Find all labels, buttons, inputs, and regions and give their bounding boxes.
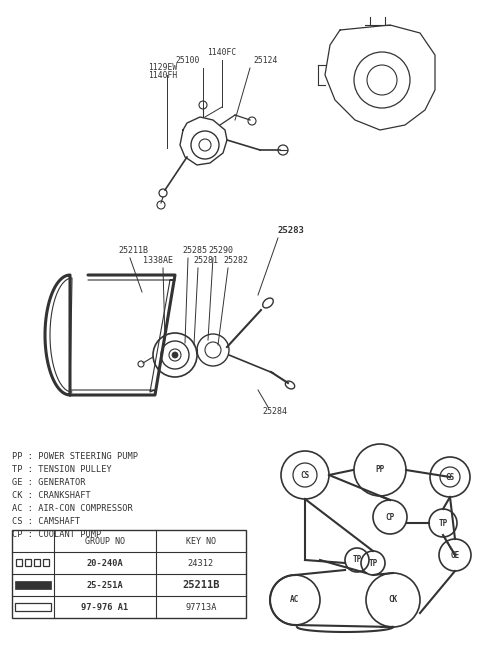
Text: 24312: 24312 — [188, 559, 214, 567]
Text: CS : CAMSHAFT: CS : CAMSHAFT — [12, 517, 80, 526]
Text: 25-251A: 25-251A — [86, 580, 123, 590]
Text: 25284: 25284 — [262, 407, 287, 416]
Text: 1129EW: 1129EW — [148, 63, 177, 72]
Text: 25211B: 25211B — [118, 246, 148, 255]
Text: 97713A: 97713A — [185, 603, 217, 612]
Bar — [15, 603, 51, 611]
Text: TP: TP — [352, 555, 361, 565]
Text: PP : POWER STEERING PUMP: PP : POWER STEERING PUMP — [12, 452, 138, 461]
Text: CK : CRANKSHAFT: CK : CRANKSHAFT — [12, 491, 91, 500]
Text: CK: CK — [388, 595, 397, 605]
Text: 25285: 25285 — [182, 246, 207, 255]
Text: AC: AC — [290, 595, 300, 605]
Text: CS: CS — [445, 472, 455, 481]
Text: CP : COOLANT PUMP: CP : COOLANT PUMP — [12, 530, 101, 539]
Text: 25290: 25290 — [208, 246, 233, 255]
Bar — [15, 581, 51, 589]
Text: GROUP NO: GROUP NO — [85, 536, 125, 546]
Text: 1338AE: 1338AE — [143, 256, 173, 265]
Bar — [16, 559, 22, 566]
Text: 25211B: 25211B — [182, 580, 220, 590]
Text: 1140FC: 1140FC — [207, 48, 237, 57]
Text: 25124: 25124 — [253, 56, 277, 65]
Text: 25283: 25283 — [278, 226, 305, 235]
Text: TP: TP — [368, 559, 378, 567]
Bar — [43, 559, 49, 566]
Bar — [12, 530, 246, 618]
Text: GE: GE — [450, 550, 460, 559]
Bar — [34, 559, 40, 566]
Circle shape — [172, 352, 178, 358]
Text: 1140FH: 1140FH — [148, 71, 177, 80]
Bar — [25, 559, 31, 566]
Text: 97-976 A1: 97-976 A1 — [82, 603, 129, 612]
Text: PP: PP — [375, 466, 384, 474]
Text: TP: TP — [438, 519, 448, 527]
Text: AC : AIR-CON COMPRESSOR: AC : AIR-CON COMPRESSOR — [12, 504, 133, 513]
Text: TP : TENSION PULLEY: TP : TENSION PULLEY — [12, 465, 112, 474]
Text: GE : GENERATOR: GE : GENERATOR — [12, 478, 85, 487]
Text: 25100: 25100 — [176, 56, 200, 65]
Text: CP: CP — [385, 512, 395, 521]
Text: KEY NO: KEY NO — [186, 536, 216, 546]
Text: CS: CS — [300, 470, 310, 479]
Text: 25281: 25281 — [193, 256, 218, 265]
Text: 20-240A: 20-240A — [86, 559, 123, 567]
Text: 25282: 25282 — [223, 256, 248, 265]
